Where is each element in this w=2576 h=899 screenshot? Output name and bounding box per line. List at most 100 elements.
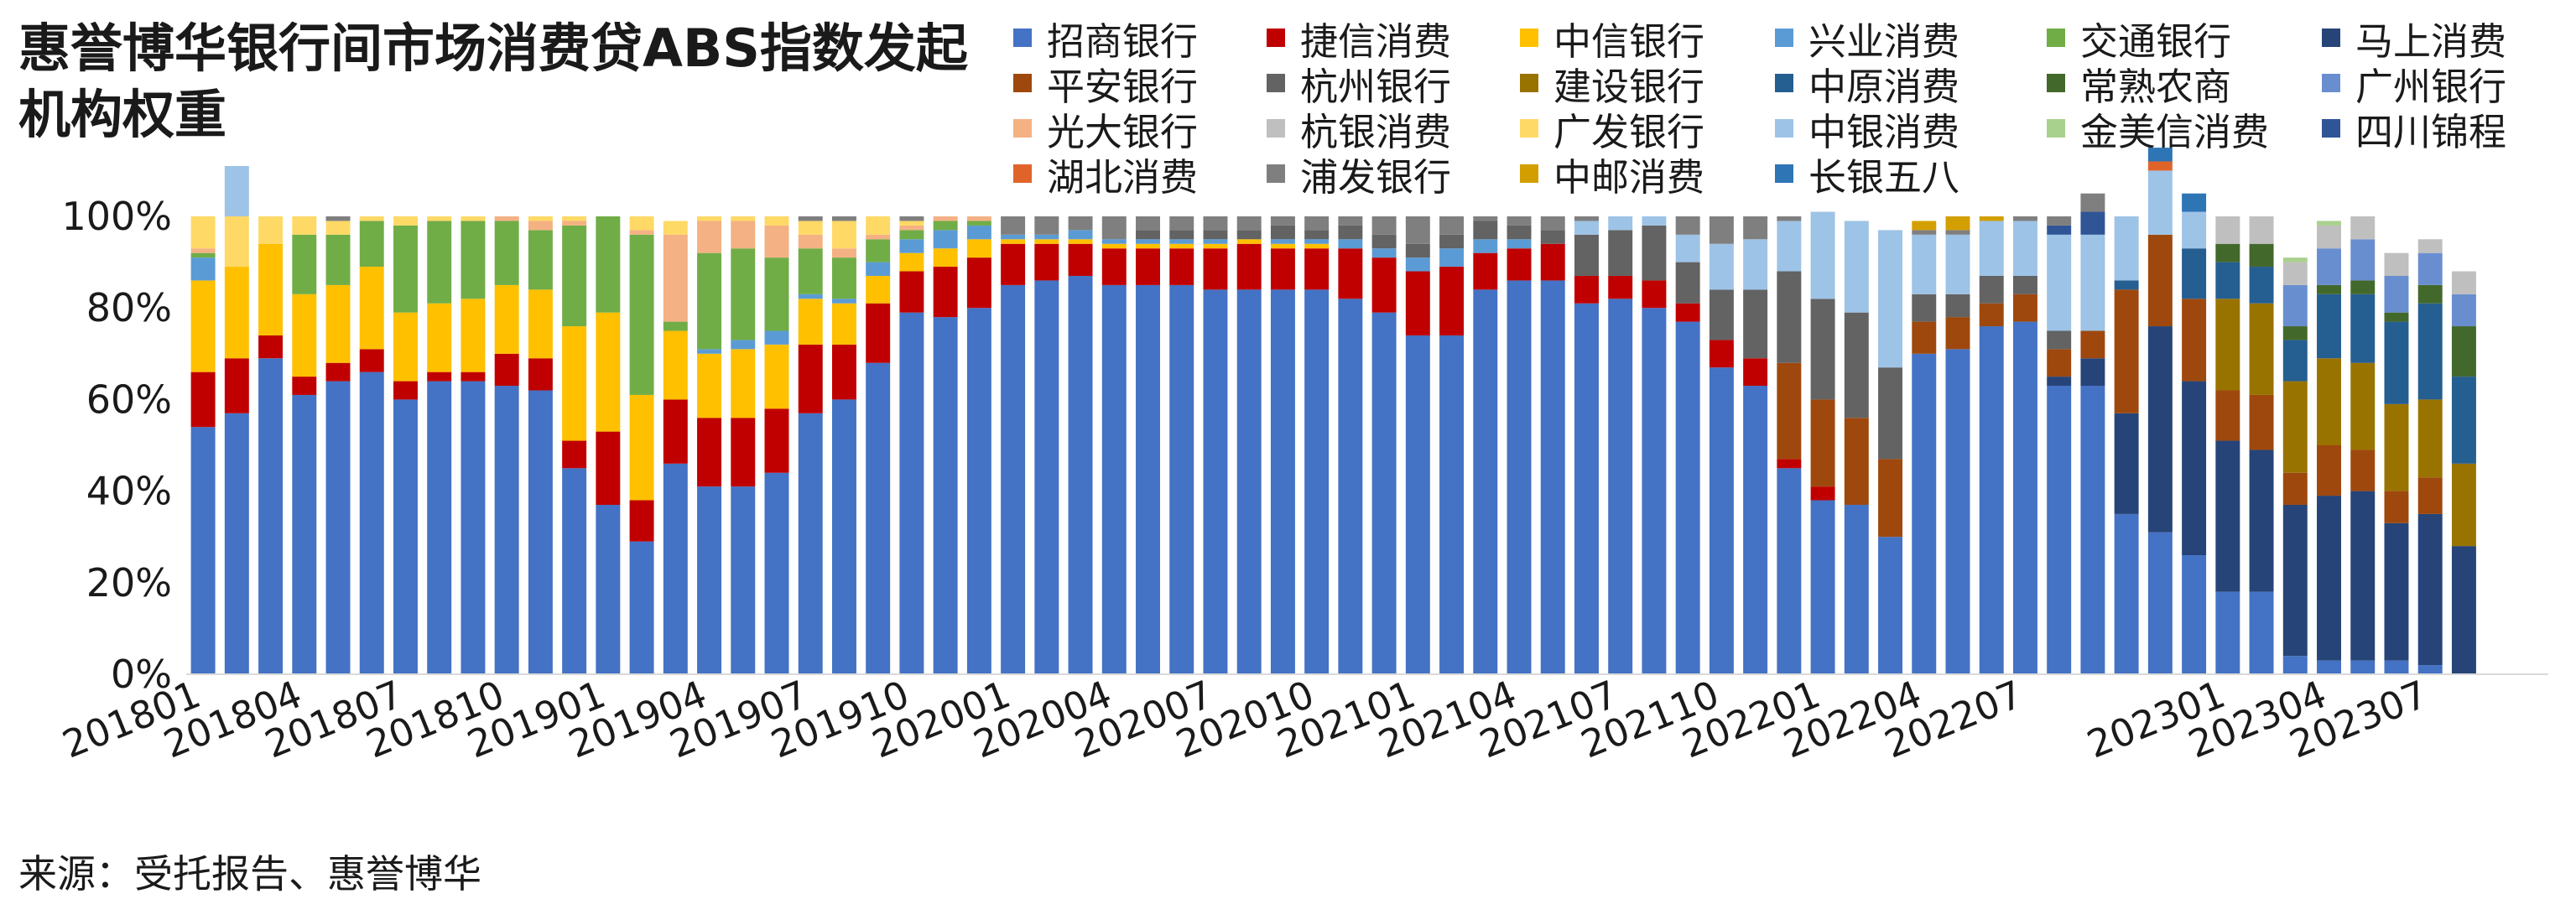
bar-segment-202112-7 xyxy=(1777,271,1802,363)
bar-segment-201909-3 xyxy=(866,262,891,276)
legend-label: 中信银行 xyxy=(1553,18,1705,64)
bar-segment-202206-15 xyxy=(1979,221,2004,276)
bar-segment-201901-1 xyxy=(596,431,621,505)
legend-label: 常熟农商 xyxy=(2080,64,2232,109)
bar-segment-202010-1 xyxy=(1304,248,1330,290)
bar-segment-202004-3 xyxy=(1101,239,1127,244)
bar-segment-202202-15 xyxy=(1844,221,1869,313)
bar-segment-201805-1 xyxy=(325,362,351,382)
bar-segment-202007-1 xyxy=(1203,248,1228,290)
bar-segment-202307-10 xyxy=(2417,284,2443,304)
bar-segment-201911-0 xyxy=(933,317,958,674)
bar-segment-201908-12 xyxy=(831,248,856,258)
bar-segment-202006-19 xyxy=(1169,216,1194,231)
legend-item: 浦发银行 xyxy=(1267,149,1451,200)
bar-segment-201910-1 xyxy=(899,271,924,313)
bar-segment-202109-19 xyxy=(1675,216,1700,235)
bar-segment-202306-5 xyxy=(2384,522,2409,661)
bar-segment-202305-13 xyxy=(2350,216,2376,240)
bar-segment-202209-0 xyxy=(2080,386,2105,674)
bar-segment-202006-2 xyxy=(1169,243,1194,249)
bar-segment-202211-15 xyxy=(2147,170,2173,235)
bar-segment-201902-14 xyxy=(629,216,654,231)
bar-segment-202204-15 xyxy=(1912,234,1937,294)
bar-segment-201803-1 xyxy=(258,335,284,359)
bar-segment-201902-12 xyxy=(629,230,654,235)
bar-segment-201802-1 xyxy=(224,358,249,413)
legend-label: 中邮消费 xyxy=(1553,154,1705,200)
legend-label: 光大银行 xyxy=(1047,109,1199,154)
bar-segment-202007-0 xyxy=(1203,289,1228,674)
bar-segment-202102-1 xyxy=(1439,267,1465,335)
bar-segment-202208-6 xyxy=(2047,349,2072,377)
bar-segment-202302-13 xyxy=(2249,216,2274,244)
bar-segment-202211-6 xyxy=(2147,234,2173,327)
legend-swatch xyxy=(1775,74,1793,92)
legend-item: 杭州银行 xyxy=(1267,59,1451,109)
legend-swatch xyxy=(2047,29,2065,47)
bar-segment-202105-7 xyxy=(1540,230,1565,244)
legend-swatch xyxy=(1520,119,1538,138)
bar-segment-201812-0 xyxy=(562,468,587,674)
bar-segment-202010-0 xyxy=(1304,289,1330,674)
legend-swatch xyxy=(1520,164,1538,183)
bar-segment-202301-10 xyxy=(2215,243,2240,262)
bar-segment-201910-19 xyxy=(899,216,924,221)
bar-segment-202301-13 xyxy=(2215,216,2240,244)
bar-segment-202305-6 xyxy=(2350,450,2376,491)
bar-segment-201905-1 xyxy=(731,418,756,487)
bar-segment-201911-3 xyxy=(933,230,958,249)
bar-segment-202109-15 xyxy=(1675,234,1700,262)
bar-segment-202307-6 xyxy=(2417,477,2443,514)
bar-segment-201905-14 xyxy=(731,216,756,221)
bar-segment-202204-6 xyxy=(1912,321,1937,354)
bar-segment-202103-7 xyxy=(1473,221,1498,240)
bar-segment-202208-7 xyxy=(2047,330,2072,350)
bar-segment-202106-0 xyxy=(1574,303,1599,674)
bar-segment-202201-6 xyxy=(1810,399,1835,487)
legend-item: 兴业消费 xyxy=(1775,13,1959,64)
bar-segment-201906-4 xyxy=(764,257,789,331)
bar-segment-201802-14 xyxy=(224,216,249,268)
legend-item: 湖北消费 xyxy=(1013,149,1198,200)
bar-segment-202203-0 xyxy=(1878,537,1903,674)
legend-swatch xyxy=(1775,164,1793,183)
bar-segment-202304-13 xyxy=(2317,225,2341,249)
bar-segment-202001-2 xyxy=(1001,239,1026,244)
bar-segment-202004-1 xyxy=(1101,248,1127,285)
bar-segment-201901-4 xyxy=(596,216,621,313)
bar-segment-202003-3 xyxy=(1068,230,1093,240)
bar-segment-201907-14 xyxy=(798,221,823,235)
bar-segment-202105-0 xyxy=(1540,280,1565,674)
bar-segment-202304-0 xyxy=(2317,660,2341,674)
bar-segment-202006-0 xyxy=(1169,284,1194,674)
legend-item: 中原消费 xyxy=(1775,59,1959,109)
bar-segment-201910-0 xyxy=(899,312,924,674)
bar-segment-202212-5 xyxy=(2182,381,2207,556)
bar-segment-201811-14 xyxy=(528,216,553,221)
bar-segment-201912-2 xyxy=(966,239,991,258)
bar-segment-202010-3 xyxy=(1304,239,1330,244)
bar-segment-202302-0 xyxy=(2249,591,2274,674)
bar-segment-202208-0 xyxy=(2047,386,2072,674)
bar-segment-202211-18 xyxy=(2147,161,2173,171)
bar-segment-202212-15 xyxy=(2182,211,2207,249)
bar-segment-201911-2 xyxy=(933,248,958,268)
bar-segment-202104-7 xyxy=(1507,225,1532,240)
bar-segment-201912-3 xyxy=(966,225,991,240)
bar-segment-202211-5 xyxy=(2147,326,2173,533)
bar-segment-202012-1 xyxy=(1371,257,1397,313)
bar-segment-202206-0 xyxy=(1979,326,2004,674)
bar-segment-202102-7 xyxy=(1439,234,1465,249)
bar-segment-202102-0 xyxy=(1439,335,1465,674)
bar-segment-202103-0 xyxy=(1473,289,1498,674)
bar-segment-202108-1 xyxy=(1642,280,1667,309)
legend-item: 平安银行 xyxy=(1013,59,1198,109)
legend-item: 金美信消费 xyxy=(2047,104,2269,154)
bar-segment-202305-0 xyxy=(2350,660,2376,674)
legend-swatch xyxy=(1267,119,1285,138)
legend-swatch xyxy=(1267,29,1285,47)
bar-segment-202210-5 xyxy=(2114,413,2139,514)
bar-segment-202110-15 xyxy=(1709,243,1734,290)
source-note: 来源：受托报告、惠誉博华 xyxy=(18,851,481,896)
